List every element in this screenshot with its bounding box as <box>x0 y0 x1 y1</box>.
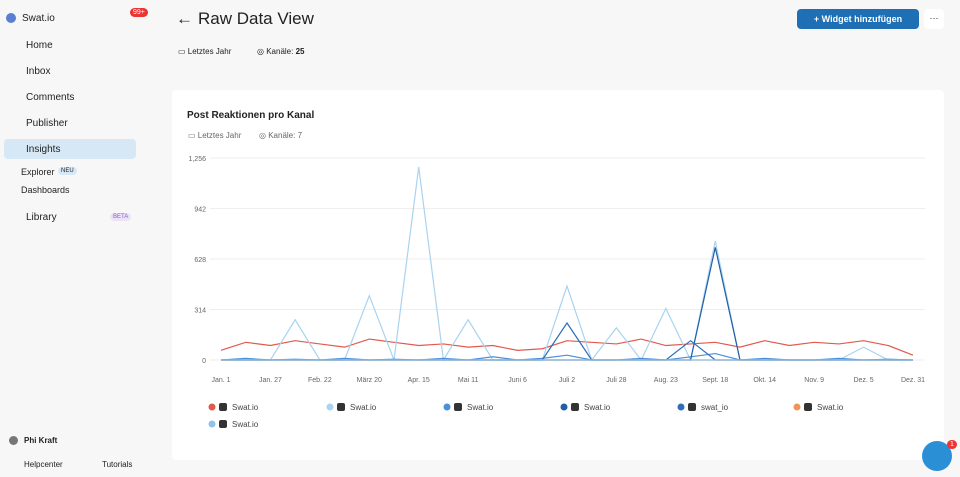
legend-swatch <box>208 403 216 411</box>
channels-label: Kanäle: <box>266 47 294 56</box>
legend-label: swat_io <box>701 403 729 412</box>
widget-channels: ◎ Kanäle: 7 <box>259 131 303 140</box>
legend-swatch <box>793 403 801 411</box>
legend-swatch <box>677 403 685 411</box>
channels-label: Kanäle: <box>268 131 296 140</box>
legend-label: Swat.io <box>584 403 611 412</box>
channel-filter[interactable]: ◎ Kanäle: 25 <box>257 47 305 56</box>
legend-icon <box>219 420 227 428</box>
nav-item[interactable]: Inbox <box>26 66 51 77</box>
widget-title: Post Reaktionen pro Kanal <box>187 110 315 121</box>
x-tick-label: Dez. 5 <box>853 377 873 384</box>
footer-link[interactable]: Helpcenter <box>24 460 63 469</box>
footer-link[interactable]: Tutorials <box>102 460 133 469</box>
widget-period: ▭ Letztes Jahr <box>188 131 242 140</box>
series-line <box>220 338 914 356</box>
x-tick-label: März 20 <box>357 377 382 384</box>
nav-item[interactable]: Publisher <box>26 118 68 129</box>
x-tick-label: Mai 11 <box>458 377 479 384</box>
y-tick-label: 0 <box>202 358 206 365</box>
legend-icon <box>688 403 696 411</box>
more[interactable]: ··· <box>924 9 944 29</box>
channels: 7 <box>297 131 303 140</box>
nav-item[interactable]: Home <box>26 40 53 51</box>
legend-swatch <box>326 403 334 411</box>
series-line <box>221 166 913 362</box>
legend-icon <box>337 403 345 411</box>
x-tick-label: Dez. 31 <box>901 377 925 384</box>
brand[interactable]: Swat.io <box>22 13 55 24</box>
x-tick-label: Juni 6 <box>508 377 527 384</box>
period: Letztes Jahr <box>187 47 232 56</box>
button-label: Widget hinzufügen <box>821 14 903 24</box>
legend-label: Swat.io <box>467 403 494 412</box>
legend-label: Swat.io <box>817 403 844 412</box>
legend-swatch <box>443 403 451 411</box>
badge: 99+ <box>130 8 148 17</box>
logo <box>6 13 16 23</box>
avatar <box>9 436 18 445</box>
x-tick-label: Feb. 22 <box>308 377 332 384</box>
series-line <box>220 352 914 361</box>
y-tick-label: 314 <box>194 308 206 315</box>
x-tick-label: Jan. 1 <box>211 377 230 384</box>
x-tick-label: Juli 2 <box>559 377 575 384</box>
x-tick-label: Jan. 27 <box>259 377 282 384</box>
legend-swatch <box>560 403 568 411</box>
neu-badge: NEU <box>58 167 77 175</box>
nav-item[interactable]: Comments <box>26 92 75 103</box>
y-tick-label: 1,256 <box>188 156 206 163</box>
legend-icon <box>571 403 579 411</box>
sub-item[interactable]: Dashboards <box>21 185 70 195</box>
legend-icon <box>454 403 462 411</box>
user[interactable]: Phi Kraft <box>24 436 58 445</box>
back[interactable]: ← <box>176 9 193 28</box>
period: Letztes Jahr <box>197 131 242 140</box>
x-tick-label: Okt. 14 <box>753 377 776 384</box>
legend-label: Swat.io <box>232 420 259 429</box>
active-bg <box>4 139 136 159</box>
x-tick-label: Nov. 9 <box>804 377 824 384</box>
legend-label: Swat.io <box>232 403 259 412</box>
channels: 25 <box>295 47 305 56</box>
period-filter[interactable]: ▭ Letztes Jahr <box>178 47 232 56</box>
chat-badge: 1 <box>947 440 957 449</box>
y-tick-label: 942 <box>194 207 206 214</box>
sidebar: Swat.io 99+ Home Inbox Comments Publishe… <box>0 0 148 477</box>
x-tick-label: Juli 28 <box>606 377 626 384</box>
widget <box>172 90 944 460</box>
x-tick-label: Apr. 15 <box>408 377 430 384</box>
nav-item[interactable]: Library <box>26 212 57 223</box>
beta-badge: BETA <box>110 213 132 221</box>
legend-icon <box>804 403 812 411</box>
x-tick-label: Aug. 23 <box>654 377 678 384</box>
y-tick-label: 628 <box>194 257 206 264</box>
series-line <box>221 321 913 361</box>
legend-label: Swat.io <box>350 403 377 412</box>
legend-icon <box>219 403 227 411</box>
page-title: Raw Data View <box>198 9 314 28</box>
legend-swatch <box>208 420 216 428</box>
add-widget[interactable]: + Widget hinzufügen <box>797 9 919 29</box>
nav-item[interactable]: Insights <box>26 144 61 155</box>
sub-item[interactable]: Explorer <box>21 167 55 177</box>
x-tick-label: Sept. 18 <box>702 377 728 384</box>
